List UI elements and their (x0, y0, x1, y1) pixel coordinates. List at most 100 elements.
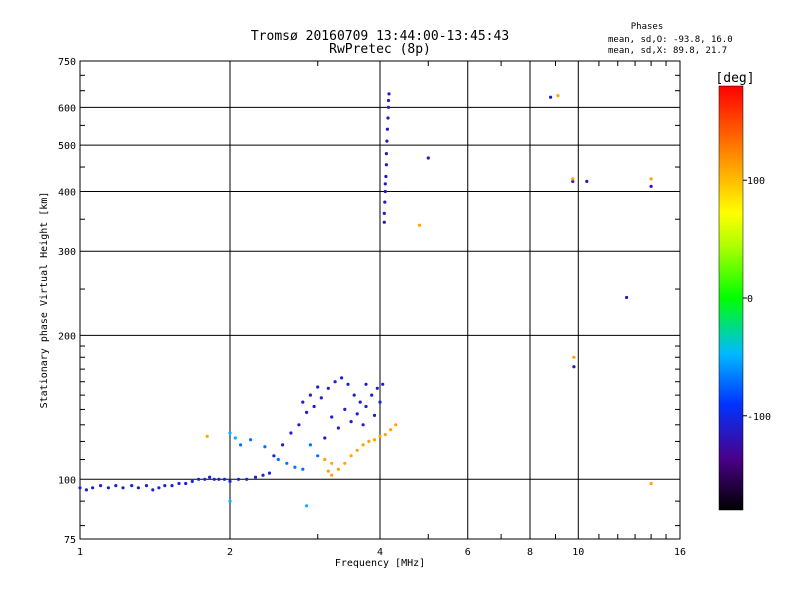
data-point (312, 404, 316, 409)
data-point (364, 382, 368, 386)
data-point (346, 382, 350, 386)
data-point (239, 443, 243, 447)
data-point (245, 477, 249, 481)
data-point (106, 486, 110, 490)
colorbar-tick-label: -100 (747, 412, 771, 423)
data-point (384, 152, 388, 156)
data-point (114, 484, 118, 488)
x-tick-label: 6 (465, 547, 471, 558)
data-point (572, 355, 576, 359)
data-point (319, 396, 323, 400)
data-point (301, 467, 305, 471)
data-point (261, 473, 265, 477)
data-point (205, 434, 209, 438)
plot-area: 1 2 4 6 8 10 16 75 100 200 300 400 500 600 750 (58, 57, 686, 558)
data-point (212, 477, 216, 481)
colorbar-tick-label: 0 (747, 294, 753, 305)
data-point (383, 200, 387, 204)
data-point (364, 404, 368, 409)
data-point (372, 438, 377, 442)
x-tick-label: 4 (377, 547, 383, 558)
y-tick-label: 400 (58, 187, 76, 198)
data-point (330, 461, 334, 465)
data-point (249, 438, 253, 442)
data-point (233, 436, 237, 440)
y-tick-label: 200 (58, 331, 76, 342)
data-point (352, 393, 356, 397)
data-point (355, 448, 359, 452)
data-point (378, 434, 382, 438)
data-point (585, 179, 589, 183)
colorbar (718, 85, 744, 511)
data-point (222, 477, 227, 481)
data-point (384, 163, 388, 167)
data-point (336, 467, 340, 471)
x-tick-label: 10 (572, 547, 584, 558)
data-point (151, 488, 155, 492)
y-axis-label: Stationary phase Virtual Height [km] (39, 192, 50, 409)
data-point (276, 457, 280, 462)
data-point (381, 382, 385, 386)
chart-subtitle: RwPretec (8p) (329, 42, 431, 57)
data-point (386, 105, 391, 109)
data-point (394, 423, 398, 427)
data-point (308, 393, 312, 397)
data-point (301, 400, 305, 404)
data-point (367, 439, 371, 443)
data-point (297, 423, 301, 427)
data-point (349, 420, 353, 424)
data-point (323, 436, 327, 440)
data-point (385, 127, 389, 131)
grid-lines (80, 61, 680, 539)
y-tick-label: 100 (58, 475, 76, 486)
data-point (217, 477, 221, 481)
y-tick-label: 300 (58, 247, 76, 258)
y-tick-label: 600 (58, 103, 76, 114)
data-point (387, 92, 391, 96)
phases-heading: Phases (631, 22, 664, 32)
data-point (208, 475, 212, 479)
data-point (281, 443, 285, 447)
data-point (383, 182, 387, 186)
x-tick-label: 16 (674, 547, 686, 558)
data-point (370, 393, 374, 397)
colorbar-tick-label: 100 (747, 176, 765, 187)
data-point (340, 376, 344, 380)
colorbar-ticks: 100 0 -100 (743, 176, 771, 423)
data-point (272, 454, 276, 458)
data-point (349, 454, 353, 458)
data-point (384, 174, 388, 179)
data-point (326, 469, 330, 473)
y-tick-label: 75 (64, 535, 76, 546)
data-point (228, 431, 232, 435)
data-point (190, 479, 194, 483)
colorbar-label: [deg] (715, 71, 754, 86)
axis-ticks: 1 2 4 6 8 10 16 75 100 200 300 400 500 600 750 (58, 57, 686, 558)
data-point (285, 461, 289, 465)
x-tick-label: 1 (77, 547, 83, 558)
data-point (343, 461, 347, 465)
data-point (556, 94, 560, 98)
data-point (572, 365, 576, 369)
data-point (305, 504, 309, 508)
data-point (308, 443, 312, 447)
data-point (549, 95, 553, 99)
data-point (383, 433, 387, 437)
data-point (78, 486, 82, 490)
data-point (177, 481, 181, 486)
data-point (263, 445, 267, 449)
data-point (361, 423, 365, 427)
data-point (355, 412, 359, 416)
data-point (358, 400, 362, 404)
data-point (372, 413, 377, 417)
data-point (316, 385, 320, 389)
data-point (136, 486, 140, 490)
data-point (121, 486, 125, 490)
x-tick-label: 8 (527, 547, 533, 558)
data-point (378, 400, 382, 404)
data-point (326, 386, 330, 390)
data-point (385, 139, 389, 143)
x-axis-label: Frequency [MHz] (335, 558, 425, 569)
data-point (383, 189, 387, 194)
data-point (228, 499, 232, 503)
